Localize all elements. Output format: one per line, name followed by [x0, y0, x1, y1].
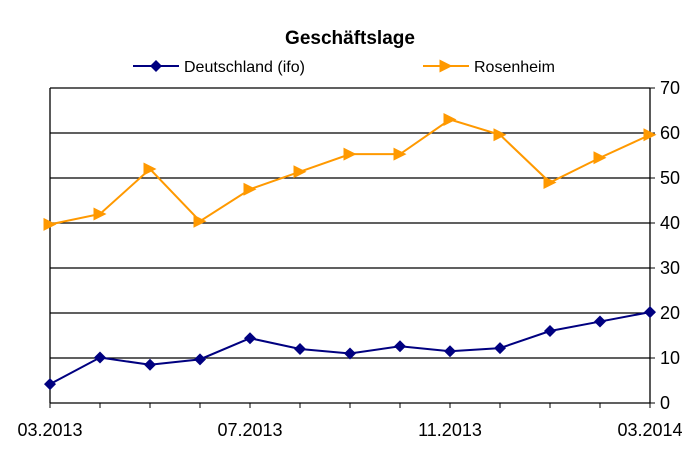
y-tick-label-10: 10 [660, 348, 680, 368]
data-point-0-4 [244, 332, 256, 345]
x-tick-label-03.2014: 03.2014 [617, 420, 682, 440]
data-point-1-5 [293, 165, 307, 179]
data-point-1-3 [193, 214, 207, 228]
data-point-1-9 [493, 128, 507, 142]
legend-marker-1 [439, 59, 453, 73]
legend-label-1: Rosenheim [474, 59, 555, 76]
data-point-0-10 [544, 325, 556, 337]
series-1 [43, 113, 657, 231]
data-point-1-1 [93, 207, 107, 221]
legend-label-0: Deutschland (ifo) [184, 59, 305, 76]
legend-marker-0 [150, 60, 162, 72]
data-point-1-2 [143, 162, 157, 176]
gridlines [50, 87, 650, 359]
series-layer [43, 113, 657, 391]
x-tick-label-11.2013: 11.2013 [418, 420, 482, 440]
data-point-0-1 [94, 351, 106, 364]
y-tick-label-40: 40 [660, 213, 680, 233]
y-tick-label-0: 0 [660, 393, 670, 413]
y-tick-label-60: 60 [660, 123, 680, 143]
y-tick-label-20: 20 [660, 303, 680, 323]
data-point-0-11 [594, 315, 606, 328]
data-point-1-6 [343, 147, 357, 161]
data-point-0-2 [144, 358, 156, 371]
data-point-0-7 [394, 340, 406, 353]
data-point-1-12 [643, 128, 657, 142]
data-point-0-3 [194, 353, 206, 366]
y-tick-label-50: 50 [660, 168, 680, 188]
data-point-0-5 [294, 343, 306, 355]
x-tick-label-03.2013: 03.2013 [17, 420, 82, 440]
data-point-0-0 [44, 378, 56, 391]
data-point-0-12 [644, 306, 656, 319]
legend-item-0: Deutschland (ifo) [133, 59, 305, 76]
data-point-1-4 [243, 182, 257, 196]
data-point-1-10 [543, 176, 557, 189]
y-tick-label-30: 30 [660, 258, 680, 278]
data-point-1-0 [43, 217, 57, 231]
data-point-0-9 [494, 342, 506, 355]
x-tick-label-07.2013: 07.2013 [217, 420, 282, 440]
data-point-0-8 [444, 345, 456, 358]
legend-item-1: Rosenheim [423, 59, 555, 76]
data-point-1-11 [593, 151, 607, 165]
series-0 [44, 306, 656, 391]
y-tick-label-70: 70 [660, 78, 680, 98]
data-point-1-8 [443, 113, 457, 126]
chart-title: Geschäftslage [285, 28, 415, 49]
data-point-0-6 [344, 347, 356, 360]
legend: Deutschland (ifo) Rosenheim [133, 59, 555, 76]
y-axis-ticks: 0 10 20 30 40 50 60 70 [650, 78, 680, 413]
series-line-1 [49, 118, 651, 226]
x-axis-ticks: 03.2013 07.2013 11.2013 03.2014 [17, 403, 683, 440]
data-point-1-7 [393, 147, 407, 161]
